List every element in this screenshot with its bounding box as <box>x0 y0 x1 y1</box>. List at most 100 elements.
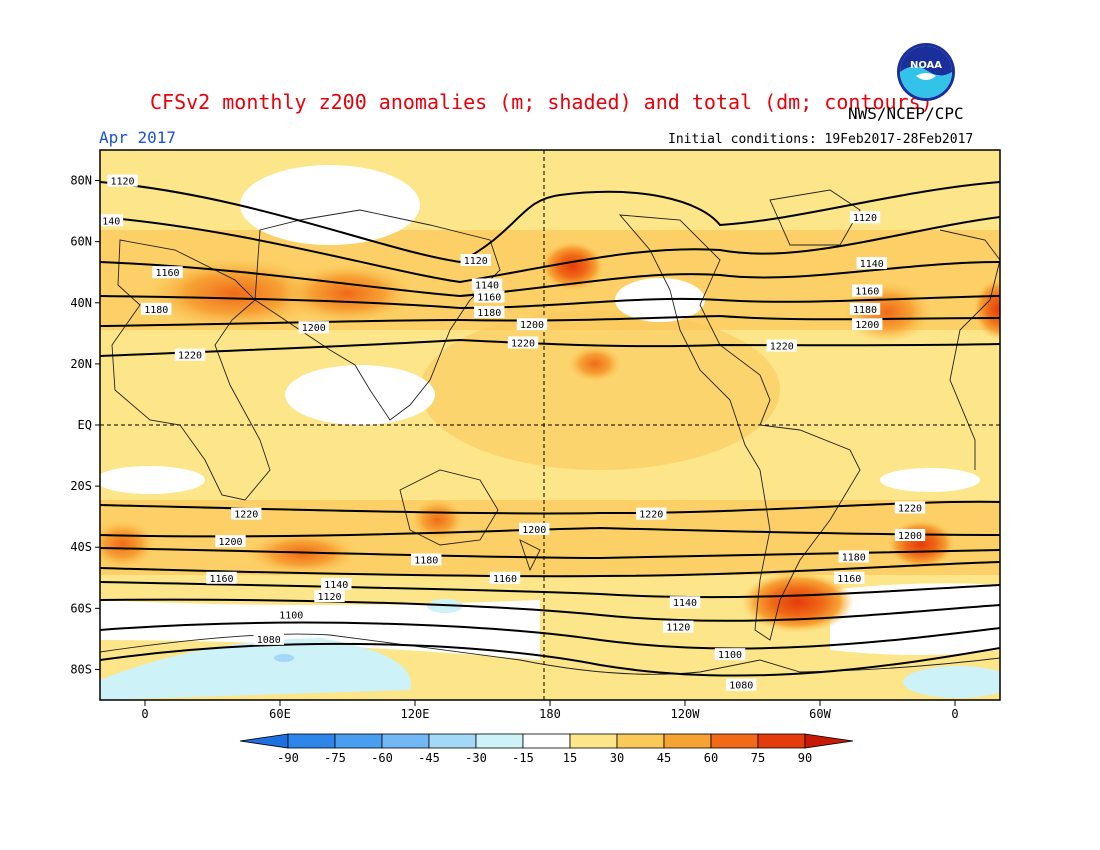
contour-label-24: 1080 <box>257 635 281 646</box>
contour-label-13: 1140 <box>860 259 884 270</box>
contour-label-11: 1220 <box>511 339 535 350</box>
anomaly-maximum-6 <box>410 498 465 542</box>
chart-title: CFSv2 monthly z200 anomalies (m; shaded)… <box>150 90 933 114</box>
colorbar-segment-3 <box>428 733 477 749</box>
contour-label-bg-23 <box>276 608 307 621</box>
contour-label-bg-9 <box>474 305 505 318</box>
colorbar-label-3: -45 <box>418 751 440 765</box>
colorbar-segment-0 <box>287 733 336 749</box>
negative-region-antarctica <box>100 638 411 700</box>
colorbar-segment-10 <box>757 733 806 749</box>
negative-region-weddell <box>903 666 1000 698</box>
lon-tick-label-2: 120E <box>401 707 430 721</box>
contour-1220-sh <box>100 500 1000 515</box>
colorbar-label-2: -60 <box>371 751 393 765</box>
contour-label-25: 1180 <box>414 555 438 566</box>
lon-tick-label-5: 60W <box>809 707 831 721</box>
colorbar-segment-4 <box>475 733 524 749</box>
contour-label-bg-20 <box>206 571 237 584</box>
colorbar-segment-2 <box>381 733 430 749</box>
contour-label-bg-31 <box>669 596 701 609</box>
lat-tick-label-8: 80S <box>70 662 92 676</box>
contour-label-15: 1180 <box>853 305 877 316</box>
contour-1180-nh <box>100 295 1000 310</box>
colorbar: -90 -75 -60 -45 -30 -15 15 30 45 60 75 90 <box>239 733 854 765</box>
contour-label-2: 1160 <box>155 268 179 279</box>
colorbar-label-1: -75 <box>324 751 346 765</box>
colorbar-arrow-low <box>239 733 289 749</box>
contour-label-bg-28 <box>636 507 667 520</box>
contour-label-bg-3 <box>141 302 172 315</box>
contour-label-36: 1200 <box>898 531 922 542</box>
contour-1160-sh <box>100 561 1000 578</box>
contour-label-bg-15 <box>849 302 881 315</box>
contour-label-18: 1220 <box>234 510 258 521</box>
contour-label-bg-36 <box>894 529 926 541</box>
contour-label-bg-7 <box>471 278 503 291</box>
contour-label-9: 1180 <box>477 308 501 319</box>
contour-label-4: 1200 <box>302 323 326 334</box>
contour-label-bg-1 <box>100 214 124 227</box>
contour-label-bg-22 <box>314 590 345 603</box>
lat-tick-label-7: 60S <box>70 601 92 615</box>
anomaly-maximum-10 <box>887 519 955 569</box>
latitude-ticks: 80N 60N 40N 20N EQ 20S 40S 60S 80S <box>70 174 100 676</box>
contour-label-26: 1200 <box>522 525 546 536</box>
colorbar-segment-7 <box>616 733 665 749</box>
contour-label-bg-29 <box>838 550 869 563</box>
contour-label-10: 1200 <box>520 320 544 331</box>
contour-label-bg-24 <box>253 632 284 645</box>
colorbar-label-7: 30 <box>610 751 624 765</box>
contour-label-bg-16 <box>852 318 883 331</box>
contour-label-bg-11 <box>507 336 539 349</box>
colorbar-segment-6 <box>569 733 618 749</box>
contour-label-bg-21 <box>321 577 352 590</box>
lon-tick-label-3: 180 <box>539 707 561 721</box>
lon-tick-label-1: 60E <box>269 707 291 721</box>
contour-1120-sh <box>100 598 1000 622</box>
americas-outline <box>618 214 861 641</box>
contour-label-bg-25 <box>411 553 442 566</box>
anomaly-maximum-1 <box>280 263 415 325</box>
contour-1140-sh <box>100 581 1000 599</box>
greenland-outline <box>769 189 861 246</box>
contour-label-bg-5 <box>174 348 206 361</box>
contour-label-bg-10 <box>516 318 548 331</box>
white-region-indian-ocean <box>285 365 435 425</box>
lat-tick-label-5: 20S <box>70 479 92 493</box>
contour-label-32: 1120 <box>666 623 690 634</box>
contour-label-17: 1220 <box>770 342 794 353</box>
contour-1220-nh <box>100 338 1000 357</box>
contour-label-bg-13 <box>856 257 887 270</box>
lat-tick-label-3: 20N <box>70 357 92 371</box>
lat-tick-label-0: 80N <box>70 174 92 188</box>
anomaly-maximum-5 <box>568 345 622 383</box>
contour-label-27: 1160 <box>493 574 517 585</box>
forecast-month: Apr 2017 <box>99 128 177 147</box>
asia-outline <box>254 209 501 421</box>
contour-lines <box>100 181 1000 677</box>
colorbar-label-8: 45 <box>657 751 671 765</box>
white-region-siberia <box>240 165 420 245</box>
colorbar-segment-8 <box>663 733 712 749</box>
contour-label-bg-26 <box>519 522 550 535</box>
new-zealand-outline <box>519 539 541 572</box>
contour-label-bg-32 <box>663 620 694 633</box>
contour-label-14: 1160 <box>855 287 879 298</box>
contour-label-bg-19 <box>215 535 246 548</box>
plot-area: 1120140116011801200122011201140116011801… <box>100 150 1000 700</box>
colorbar-segment-5 <box>522 733 571 749</box>
contour-label-6: 1120 <box>464 256 488 267</box>
colorbar-label-6: 15 <box>563 751 577 765</box>
contour-label-bg-0 <box>107 174 138 187</box>
white-region-south-atlantic <box>880 468 980 492</box>
colorbar-label-9: 60 <box>704 751 718 765</box>
contour-label-bg-34 <box>726 678 757 691</box>
contour-label-bg-27 <box>489 571 521 584</box>
contour-1200-sh <box>100 526 1000 538</box>
negative-core-antarctica <box>274 654 294 662</box>
lat-tick-label-6: 40S <box>70 540 92 554</box>
white-band-southern-ocean <box>100 600 540 660</box>
colorbar-arrow-high <box>804 733 854 749</box>
contour-label-bg-2 <box>152 266 183 279</box>
